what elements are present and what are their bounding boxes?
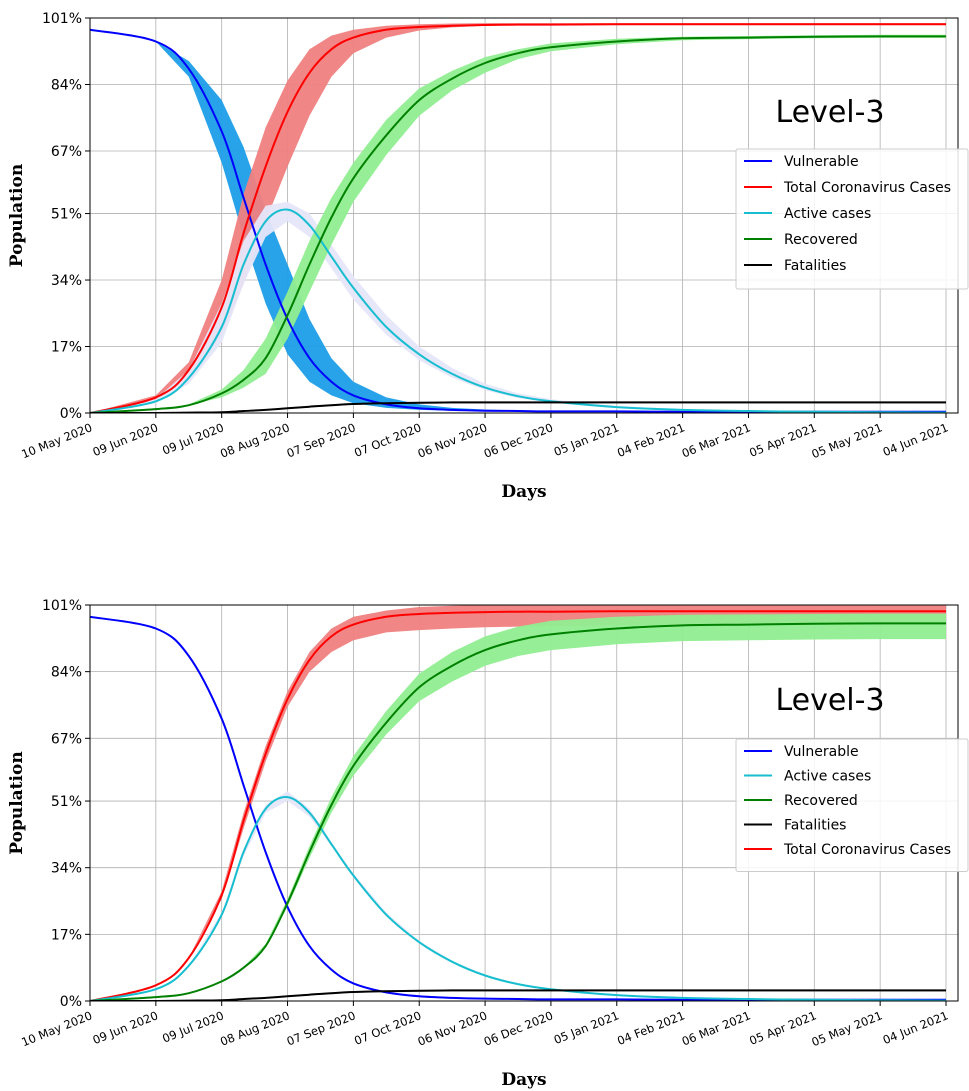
level-annotation: Level-3 [775,95,884,130]
line-recovered [90,35,947,413]
y-tick-label: 84% [51,77,82,93]
legend-box [735,738,969,872]
series-group [90,605,947,1001]
y-tick-label: 34% [51,273,82,289]
x-tick-label: 07 Oct 2020 [352,1008,423,1048]
y-tick-label: 84% [51,665,82,681]
x-tick-label: 09 Jun 2020 [91,1008,160,1047]
x-tick-label: 05 Jan 2021 [552,420,621,459]
x-tick-label: 06 Mar 2021 [680,1008,753,1048]
legend-label-active-cases: Active cases [784,206,871,222]
x-tick-label: 06 Mar 2021 [680,420,753,460]
x-tick-label: 08 Aug 2020 [218,420,292,461]
line-total-coronavirus-cases [90,23,946,413]
legend-label-fatalities: Fatalities [784,818,846,834]
x-axis-title: Days [501,1070,546,1090]
legend-label-fatalities: Fatalities [784,258,846,274]
x-tick-label: 09 Jul 2020 [160,420,226,457]
x-tick-label: 07 Sep 2020 [285,1008,358,1048]
series-group [90,23,947,413]
y-tick-label: 17% [51,340,82,356]
y-axis-title: Population [7,164,27,267]
legend-label-total-coronavirus-cases: Total Coronavirus Cases [783,180,951,196]
legend-label-total-coronavirus-cases: Total Coronavirus Cases [783,842,951,858]
line-active-cases [90,796,947,1001]
x-tick-label: 04 Jun 2021 [881,420,950,459]
x-tick-label: 09 Jun 2020 [91,420,160,459]
y-axis: 0% 17% 34% 51% 67% 84% 101% [42,598,90,1010]
y-tick-label: 17% [51,927,82,943]
x-tick-label: 05 Jan 2021 [552,1008,621,1047]
line-fatalities [90,989,946,1001]
line-active-cases [90,208,947,413]
x-tick-label: 04 Feb 2021 [615,1008,687,1048]
x-tick-label: 07 Sep 2020 [285,420,358,460]
x-tick-label: 10 May 2020 [19,1008,94,1049]
y-tick-label: 101% [42,11,82,27]
y-tick-label: 67% [51,144,82,160]
x-tick-label: 04 Jun 2021 [881,1008,950,1047]
x-tick-label: 06 Nov 2020 [416,1008,490,1049]
y-tick-label: 51% [51,207,82,223]
y-tick-label: 67% [51,731,82,747]
band-total-coronavirus-cases [90,23,946,413]
x-tick-label: 05 May 2021 [810,420,885,461]
legend-label-active-cases: Active cases [784,769,871,785]
x-tick-label: 04 Feb 2021 [615,420,687,460]
x-tick-label: 08 Aug 2020 [218,1008,292,1049]
line-recovered [90,622,946,1001]
y-tick-label: 51% [51,794,82,810]
y-axis-title: Population [7,751,27,854]
x-tick-label: 05 Apr 2021 [747,1008,818,1048]
legend-label-vulnerable: Vulnerable [784,744,859,760]
y-tick-label: 0% [60,406,82,422]
line-fatalities [90,401,946,413]
x-tick-label: 07 Oct 2020 [352,420,423,460]
line-vulnerable [90,28,946,413]
x-tick-label: 10 May 2020 [19,420,94,461]
x-tick-label: 06 Dec 2020 [482,1008,555,1049]
y-tick-label: 0% [60,994,82,1010]
x-tick-label: 05 Apr 2021 [747,420,818,460]
line-vulnerable [90,615,946,1001]
x-axis-title: Days [501,482,546,502]
level-annotation: Level-3 [775,683,884,718]
legend: Vulnerable Active cases Recovered Fatalitie… [735,738,969,872]
y-tick-label: 101% [42,598,82,614]
legend: Vulnerable Total Coronavirus Cases Active … [735,148,969,290]
band-vulnerable [90,29,946,412]
x-tick-label: 05 May 2021 [810,1008,885,1049]
x-tick-label: 06 Nov 2020 [416,420,490,461]
line-total-coronavirus-cases [90,610,947,1001]
y-axis: 0% 17% 34% 51% 67% 84% 101% [42,11,90,422]
x-tick-label: 06 Dec 2020 [482,420,555,461]
x-tick-label: 09 Jul 2020 [160,1008,226,1045]
legend-label-recovered: Recovered [784,793,858,809]
legend-box [735,148,969,290]
legend-label-recovered: Recovered [784,232,858,248]
legend-label-vulnerable: Vulnerable [784,154,859,170]
y-tick-label: 34% [51,861,82,877]
